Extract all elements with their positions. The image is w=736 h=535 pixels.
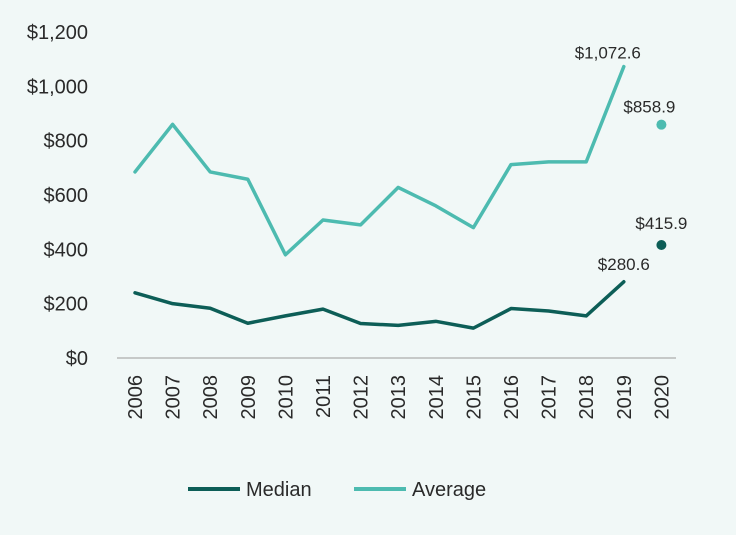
x-tick-label: 2018 bbox=[576, 375, 598, 420]
legend-label-average: Average bbox=[412, 479, 486, 501]
x-tick-label: 2017 bbox=[539, 375, 561, 420]
series-line-median bbox=[133, 280, 626, 330]
series-line-average bbox=[133, 64, 626, 257]
x-tick-label: 2008 bbox=[200, 375, 222, 420]
data-label-median-2020: $415.9 bbox=[635, 214, 687, 233]
y-tick-label: $800 bbox=[44, 131, 89, 153]
y-tick-label: $400 bbox=[44, 239, 89, 261]
x-tick-label: 2014 bbox=[426, 375, 448, 420]
y-tick-label: $200 bbox=[44, 294, 89, 316]
x-tick-label: 2015 bbox=[463, 375, 485, 420]
data-labels: $280.6 $415.9 $1,072.6 $858.9 bbox=[575, 44, 688, 274]
data-label-average-2019: $1,072.6 bbox=[575, 44, 641, 63]
x-tick-label: 2009 bbox=[238, 375, 260, 420]
point-median-2020 bbox=[656, 240, 667, 251]
x-tick-label: 2010 bbox=[275, 375, 297, 420]
legend: Median Average bbox=[188, 479, 486, 501]
y-tick-label: $0 bbox=[66, 348, 88, 370]
x-tick-label: 2020 bbox=[651, 375, 673, 420]
x-tick-label: 2016 bbox=[501, 375, 523, 420]
y-tick-label: $1,000 bbox=[27, 76, 88, 98]
x-tick-label: 2011 bbox=[313, 375, 335, 418]
data-label-average-2020: $858.9 bbox=[623, 98, 675, 117]
legend-label-median: Median bbox=[246, 479, 312, 501]
y-tick-label: $600 bbox=[44, 185, 89, 207]
x-tick-label: 2006 bbox=[125, 375, 147, 420]
x-tick-label: 2012 bbox=[351, 375, 373, 420]
standalone-points bbox=[656, 119, 667, 251]
data-label-median-2019: $280.6 bbox=[598, 255, 650, 274]
y-axis-ticks: $0 $200 $400 $600 $800 $1,000 $1,200 bbox=[27, 22, 88, 370]
point-average-2020 bbox=[656, 119, 667, 130]
series-lines bbox=[133, 64, 626, 330]
x-tick-label: 2007 bbox=[163, 375, 185, 420]
y-tick-label: $1,200 bbox=[27, 22, 88, 44]
x-tick-label: 2019 bbox=[614, 375, 636, 420]
x-axis-ticks: 2006 2007 2008 2009 2010 2011 2012 2013 2014 2015… bbox=[125, 375, 673, 420]
x-tick-label: 2013 bbox=[388, 375, 410, 420]
